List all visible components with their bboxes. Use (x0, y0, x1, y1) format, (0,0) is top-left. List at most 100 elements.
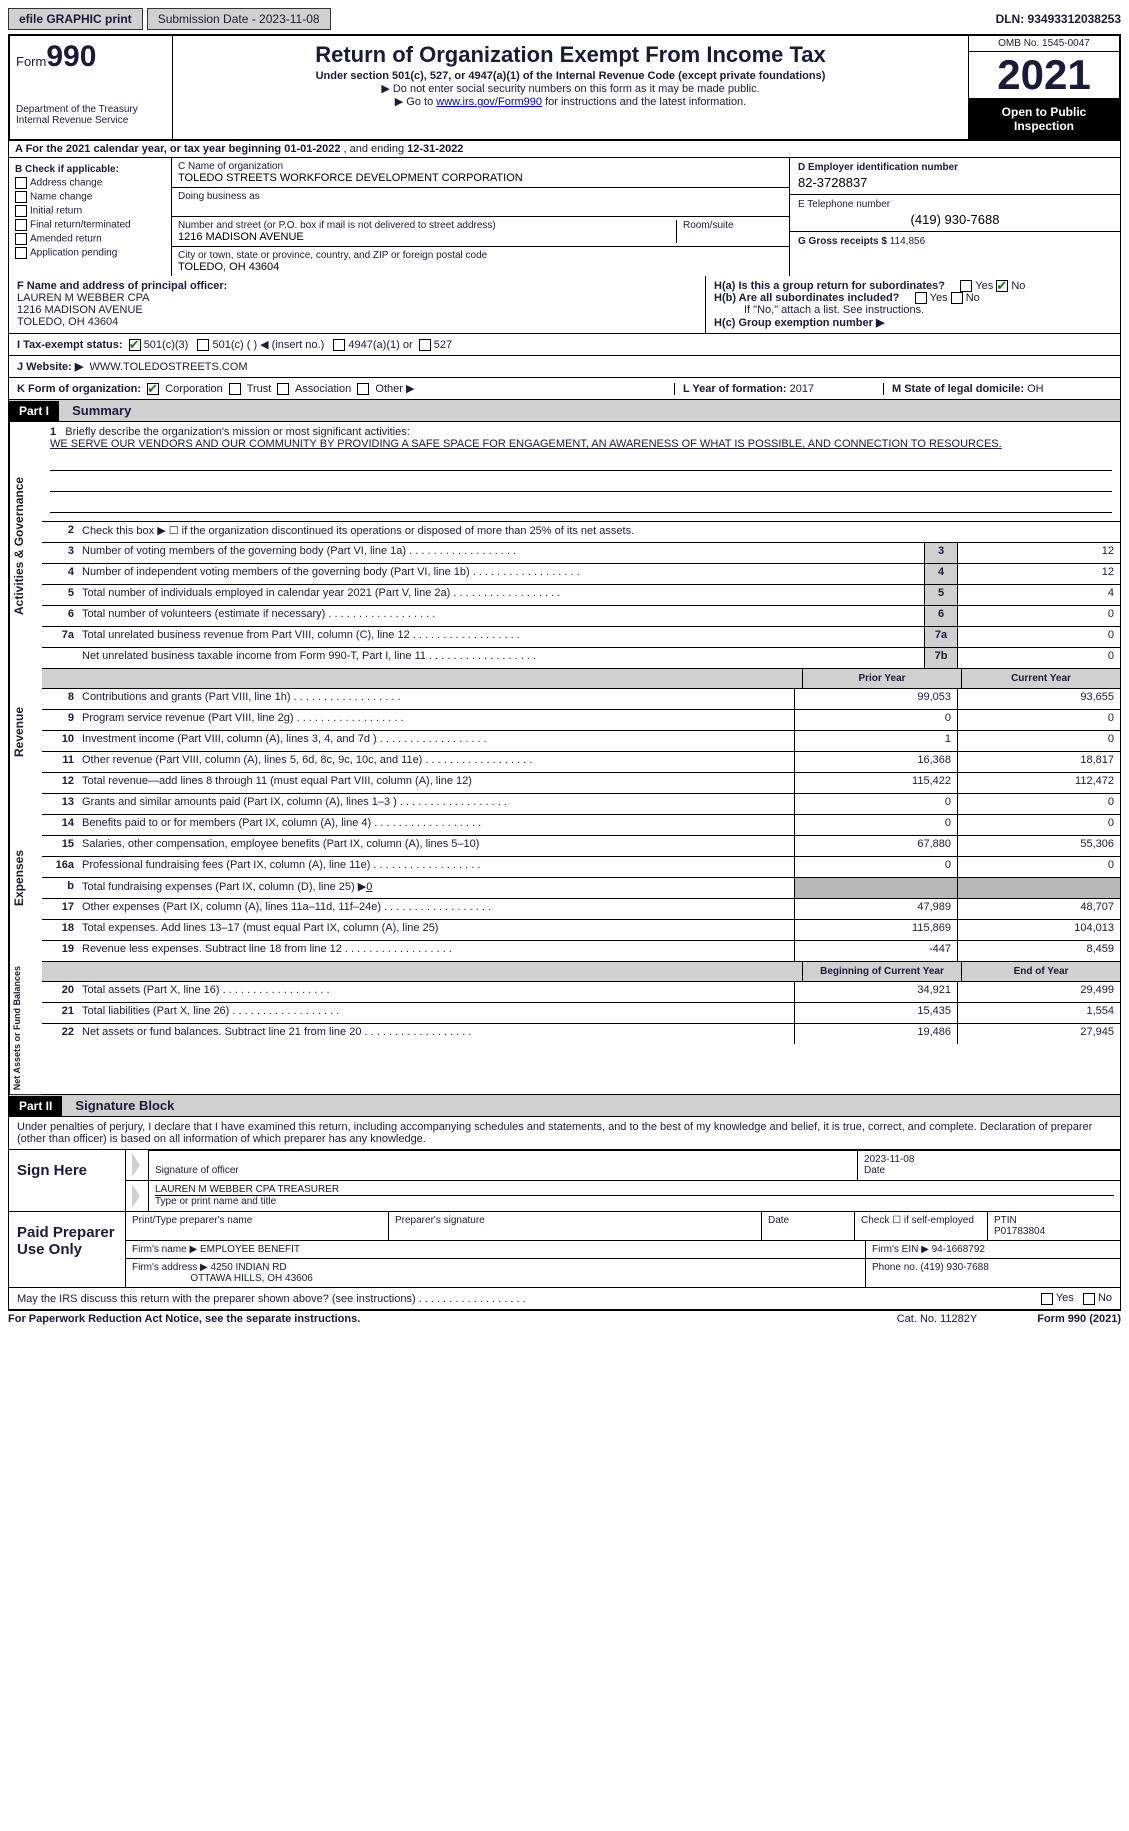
k-o1: Corporation (165, 383, 222, 395)
gross-receipts: 114,856 (890, 236, 925, 247)
opt-1: Name change (30, 192, 92, 203)
l3: Number of voting members of the governin… (78, 543, 924, 563)
p22: 19,486 (794, 1024, 957, 1044)
form-subtitle-2a: ▶ Do not enter social security numbers o… (181, 82, 960, 95)
l7b: Net unrelated business taxable income fr… (78, 648, 924, 668)
tab-net-assets: Net Assets or Fund Balances (9, 962, 42, 1094)
chk-assoc[interactable] (277, 383, 289, 395)
chk-amended[interactable] (15, 233, 27, 245)
revenue-section: Revenue Prior YearCurrent Year 8Contribu… (8, 669, 1121, 794)
i-o1: 501(c)(3) (144, 339, 189, 351)
chk-final[interactable] (15, 219, 27, 231)
opt-2: Initial return (30, 206, 82, 217)
form-number: 990 (46, 40, 96, 73)
hdr-prior: Prior Year (802, 669, 961, 688)
ha-no[interactable] (996, 280, 1008, 292)
chk-501c[interactable] (197, 339, 209, 351)
l22: Net assets or fund balances. Subtract li… (78, 1024, 794, 1044)
telephone: (419) 930-7688 (798, 212, 1112, 227)
i-o2: 501(c) ( ) ◀ (insert no.) (212, 338, 324, 351)
p17: 47,989 (794, 899, 957, 919)
chk-501c3[interactable] (129, 339, 141, 351)
part-ii-bar: Part II (9, 1096, 62, 1116)
ein-lbl: D Employer identification number (798, 162, 958, 173)
expenses-section: Expenses 13Grants and similar amounts pa… (8, 794, 1121, 962)
a-end: 12-31-2022 (407, 143, 463, 155)
opt-4: Amended return (30, 234, 102, 245)
efile-button[interactable]: efile GRAPHIC print (8, 8, 143, 30)
v7b: 0 (957, 648, 1120, 668)
website: WWW.TOLEDOSTREETS.COM (89, 361, 247, 373)
l16a: Professional fundraising fees (Part IX, … (78, 857, 794, 877)
tax-year: 2021 (969, 52, 1119, 99)
row-i: I Tax-exempt status: 501(c)(3) 501(c) ( … (8, 334, 1121, 356)
omb-number: OMB No. 1545-0047 (969, 36, 1119, 52)
net-assets-section: Net Assets or Fund Balances Beginning of… (8, 962, 1121, 1095)
sign-here: Sign Here (9, 1150, 126, 1211)
c21: 1,554 (957, 1003, 1120, 1023)
p15: 67,880 (794, 836, 957, 856)
hb-yes[interactable] (915, 292, 927, 304)
state-domicile: OH (1027, 383, 1044, 395)
chk-trust[interactable] (229, 383, 241, 395)
m-lbl: M State of legal domicile: (892, 383, 1024, 395)
c17: 48,707 (957, 899, 1120, 919)
p10: 1 (794, 731, 957, 751)
firm-name-lbl: Firm's name ▶ (132, 1244, 197, 1255)
firm-addr1: 4250 INDIAN RD (211, 1262, 287, 1273)
addr-lbl: Number and street (or P.O. box if mail i… (178, 220, 496, 231)
l13: Grants and similar amounts paid (Part IX… (78, 794, 794, 814)
hb-no[interactable] (951, 292, 963, 304)
dept-label: Department of the Treasury Internal Reve… (16, 104, 166, 126)
chk-corp[interactable] (147, 383, 159, 395)
chk-address-change[interactable] (15, 177, 27, 189)
activities-governance: Activities & Governance 1 Briefly descri… (8, 422, 1121, 669)
discuss-no[interactable] (1083, 1293, 1095, 1305)
footer: For Paperwork Reduction Act Notice, see … (8, 1311, 1121, 1327)
prep-sig-lbl: Preparer's signature (395, 1215, 485, 1226)
pra-notice: For Paperwork Reduction Act Notice, see … (8, 1313, 360, 1325)
chk-527[interactable] (419, 339, 431, 351)
tab-governance: Activities & Governance (9, 422, 42, 669)
ptin: P01783804 (994, 1226, 1045, 1237)
c19: 8,459 (957, 941, 1120, 961)
sig-date: 2023-11-08 (864, 1154, 914, 1165)
c11: 18,817 (957, 752, 1120, 772)
l-lbl: L Year of formation: (683, 383, 787, 395)
v5: 4 (957, 585, 1120, 605)
k-o4: Other ▶ (375, 383, 414, 395)
l2: Check this box ▶ ☐ if the organization d… (78, 522, 1120, 542)
p21: 15,435 (794, 1003, 957, 1023)
i-o4: 527 (434, 339, 452, 351)
firm-name: EMPLOYEE BENEFIT (200, 1244, 300, 1255)
l17: Other expenses (Part IX, column (A), lin… (78, 899, 794, 919)
chk-pending[interactable] (15, 247, 27, 259)
chk-name-change[interactable] (15, 191, 27, 203)
org-name: TOLEDO STREETS WORKFORCE DEVELOPMENT COR… (178, 172, 523, 184)
form990-link[interactable]: www.irs.gov/Form990 (436, 96, 542, 108)
entity-block: B Check if applicable: Address change Na… (8, 158, 1121, 276)
sig-declaration: Under penalties of perjury, I declare th… (8, 1117, 1121, 1150)
chk-other[interactable] (357, 383, 369, 395)
l16b-pre: Total fundraising expenses (Part IX, col… (82, 881, 366, 893)
ptin-lbl: PTIN (994, 1215, 1017, 1226)
l11: Other revenue (Part VIII, column (A), li… (78, 752, 794, 772)
sign-here-block: Sign Here Signature of officer 2023-11-0… (8, 1150, 1121, 1212)
c16a: 0 (957, 857, 1120, 877)
self-emp-lbl: Check ☐ if self-employed (861, 1215, 974, 1226)
tab-expenses: Expenses (9, 794, 42, 962)
c18: 104,013 (957, 920, 1120, 940)
sig-date-lbl: Date (864, 1165, 885, 1176)
l10: Investment income (Part VIII, column (A)… (78, 731, 794, 751)
j-lbl: J Website: ▶ (17, 360, 83, 373)
chk-4947[interactable] (333, 339, 345, 351)
l6: Total number of volunteers (estimate if … (78, 606, 924, 626)
c12: 112,472 (957, 773, 1120, 793)
v3: 12 (957, 543, 1120, 563)
l12: Total revenue—add lines 8 through 11 (mu… (78, 773, 794, 793)
firm-ein: 94-1668792 (932, 1244, 985, 1255)
ha-yes[interactable] (960, 280, 972, 292)
part-i-bar: Part I (9, 401, 59, 421)
chk-initial[interactable] (15, 205, 27, 217)
discuss-yes[interactable] (1041, 1293, 1053, 1305)
